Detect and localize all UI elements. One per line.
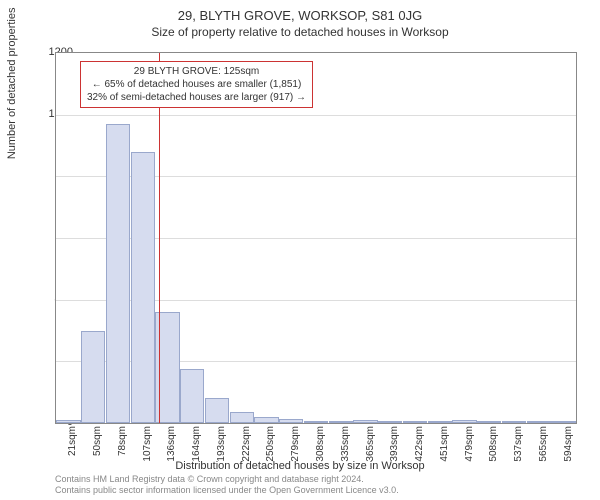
bar bbox=[81, 331, 105, 424]
bar bbox=[304, 421, 328, 423]
bar bbox=[403, 421, 427, 423]
callout-line-1: 29 BLYTH GROVE: 125sqm bbox=[87, 65, 306, 78]
bar bbox=[279, 419, 303, 423]
bar bbox=[131, 152, 155, 423]
chart-subtitle: Size of property relative to detached ho… bbox=[0, 23, 600, 39]
callout-box: 29 BLYTH GROVE: 125sqm ← 65% of detached… bbox=[80, 61, 313, 108]
callout-line-3: 32% of semi-detached houses are larger (… bbox=[87, 91, 306, 104]
bar bbox=[477, 421, 501, 423]
x-axis-label: Distribution of detached houses by size … bbox=[0, 460, 600, 472]
bar bbox=[502, 421, 526, 423]
bar bbox=[452, 420, 476, 423]
attribution: Contains HM Land Registry data © Crown c… bbox=[55, 474, 399, 496]
bar bbox=[428, 421, 452, 423]
bar bbox=[527, 421, 551, 423]
bar bbox=[353, 420, 377, 423]
bar bbox=[378, 421, 402, 423]
bar bbox=[254, 417, 278, 423]
attribution-line-1: Contains HM Land Registry data © Crown c… bbox=[55, 474, 399, 485]
marker-line bbox=[159, 53, 160, 423]
bar bbox=[551, 421, 575, 423]
bar bbox=[106, 124, 130, 423]
y-axis-label: Number of detached properties bbox=[6, 8, 18, 160]
attribution-line-2: Contains public sector information licen… bbox=[55, 485, 399, 496]
bar bbox=[230, 412, 254, 423]
chart-container: 29, BLYTH GROVE, WORKSOP, S81 0JG Size o… bbox=[0, 0, 600, 500]
page-title: 29, BLYTH GROVE, WORKSOP, S81 0JG bbox=[0, 0, 600, 23]
bar bbox=[329, 421, 353, 423]
callout-line-2: ← 65% of detached houses are smaller (1,… bbox=[87, 78, 306, 91]
bar bbox=[56, 420, 80, 423]
plot-area: 29 BLYTH GROVE: 125sqm ← 65% of detached… bbox=[55, 52, 577, 424]
bar bbox=[205, 398, 229, 423]
bar bbox=[180, 369, 204, 423]
